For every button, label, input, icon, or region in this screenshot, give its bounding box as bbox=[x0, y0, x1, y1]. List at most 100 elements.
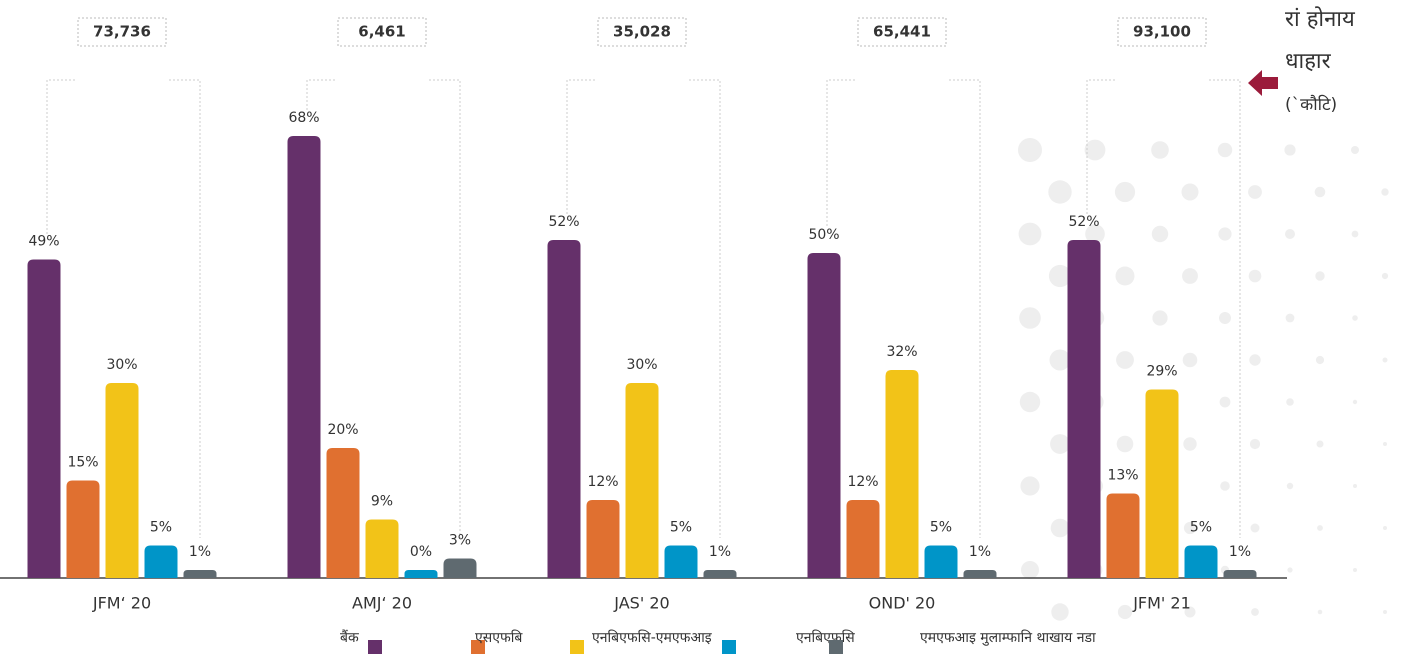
decor-dot bbox=[1218, 227, 1232, 241]
decor-dot bbox=[1020, 476, 1040, 496]
value-label: 12% bbox=[847, 474, 878, 490]
decor-dot bbox=[1351, 146, 1359, 154]
decor-dot bbox=[1383, 610, 1387, 614]
value-label: 52% bbox=[548, 214, 579, 230]
total-label: 65,441 bbox=[873, 23, 931, 41]
decor-dot bbox=[1381, 188, 1389, 196]
value-label: 32% bbox=[886, 344, 917, 360]
value-label: 3% bbox=[449, 533, 471, 549]
decor-dot bbox=[1051, 603, 1069, 621]
value-label: 68% bbox=[288, 110, 319, 126]
decor-dot bbox=[1248, 185, 1262, 199]
bar bbox=[963, 570, 997, 578]
legend-label: एनबिएफसि-एमएफआइ bbox=[592, 629, 713, 646]
value-label: 5% bbox=[150, 520, 172, 536]
decor-dot bbox=[1383, 442, 1387, 446]
decor-dot bbox=[1151, 225, 1169, 243]
legend-label: एनबिएफसि bbox=[796, 629, 855, 646]
decor-dot bbox=[1182, 352, 1198, 368]
decor-dot bbox=[1219, 396, 1231, 408]
bracket bbox=[949, 79, 981, 538]
value-label: 49% bbox=[28, 234, 59, 250]
total-box bbox=[77, 17, 167, 47]
decor-dot bbox=[1084, 139, 1106, 161]
x-tick-label: JFM' 21 bbox=[1132, 594, 1191, 613]
decor-dot bbox=[1049, 349, 1071, 371]
bracket bbox=[46, 79, 75, 235]
decor-dot bbox=[1351, 230, 1359, 238]
bar bbox=[807, 253, 841, 578]
bar bbox=[846, 500, 880, 578]
decor-dot bbox=[1050, 434, 1070, 454]
value-label: 1% bbox=[1229, 544, 1251, 560]
bracket bbox=[1209, 79, 1241, 538]
decor-dot bbox=[1184, 606, 1196, 618]
legend-label: बैंक bbox=[340, 629, 359, 646]
bracket bbox=[566, 79, 595, 215]
decor-dot bbox=[1315, 355, 1325, 365]
legend-swatch bbox=[829, 640, 843, 654]
decor-dot bbox=[1383, 526, 1387, 530]
decor-dot bbox=[1114, 181, 1136, 203]
bracket bbox=[429, 79, 461, 538]
bar bbox=[105, 383, 139, 578]
decor-dot bbox=[1085, 224, 1105, 244]
decor-dot bbox=[1382, 357, 1388, 363]
value-label: 29% bbox=[1146, 364, 1177, 380]
arrow bbox=[1248, 70, 1278, 96]
bar bbox=[326, 448, 360, 578]
bar bbox=[664, 545, 698, 578]
decor-dot bbox=[1248, 269, 1262, 283]
decor-dot bbox=[1152, 310, 1168, 326]
total-label: 6,461 bbox=[358, 23, 405, 41]
bar bbox=[547, 240, 581, 578]
decor-dot bbox=[1021, 561, 1039, 579]
bar bbox=[924, 545, 958, 578]
decor-dot bbox=[1219, 312, 1231, 324]
bracket bbox=[1086, 79, 1115, 215]
decor-dot bbox=[1182, 268, 1198, 284]
legend-swatch bbox=[471, 640, 485, 654]
legend-label: एमएफआइ मुलाम्फानि थाखाय नडा bbox=[920, 629, 1096, 646]
decor-dot bbox=[1183, 521, 1197, 535]
bar bbox=[586, 500, 620, 578]
decor-dot bbox=[1050, 518, 1070, 538]
bar bbox=[27, 259, 61, 578]
decor-dot bbox=[1117, 604, 1133, 620]
bar bbox=[365, 519, 399, 578]
bar bbox=[404, 570, 438, 578]
value-label: 5% bbox=[1190, 520, 1212, 536]
decor-dot bbox=[1249, 354, 1261, 366]
decor-dot bbox=[1183, 437, 1197, 451]
decor-dot bbox=[1019, 307, 1041, 329]
decor-dot bbox=[1317, 525, 1323, 531]
decor-dot bbox=[1285, 229, 1295, 239]
legend-swatch bbox=[368, 640, 382, 654]
value-label: 1% bbox=[189, 544, 211, 560]
bar bbox=[144, 545, 178, 578]
bar bbox=[443, 558, 477, 578]
x-tick-label: JFM‘ 20 bbox=[92, 594, 151, 613]
value-label: 5% bbox=[670, 520, 692, 536]
total-box bbox=[337, 17, 427, 47]
decor-dot bbox=[1048, 264, 1072, 288]
value-label: 0% bbox=[410, 544, 432, 560]
legend-swatch bbox=[570, 640, 584, 654]
total-label: 93,100 bbox=[1133, 23, 1191, 41]
decor-dot bbox=[1381, 272, 1389, 280]
decor-dot bbox=[1353, 484, 1357, 488]
decor-dot bbox=[1317, 609, 1323, 615]
decor-dot bbox=[1217, 142, 1233, 158]
decor-dot bbox=[1249, 438, 1261, 450]
value-label: 50% bbox=[808, 227, 839, 243]
total-box bbox=[857, 17, 947, 47]
decor-dot bbox=[1019, 391, 1041, 413]
value-label: 30% bbox=[626, 357, 657, 373]
bar bbox=[1145, 389, 1179, 578]
x-tick-label: AMJ‘ 20 bbox=[352, 594, 412, 613]
bar bbox=[885, 370, 919, 578]
value-label: 9% bbox=[371, 494, 393, 510]
bracket bbox=[169, 79, 201, 538]
x-tick-label: OND' 20 bbox=[869, 594, 936, 613]
decor-dot bbox=[1018, 222, 1042, 246]
